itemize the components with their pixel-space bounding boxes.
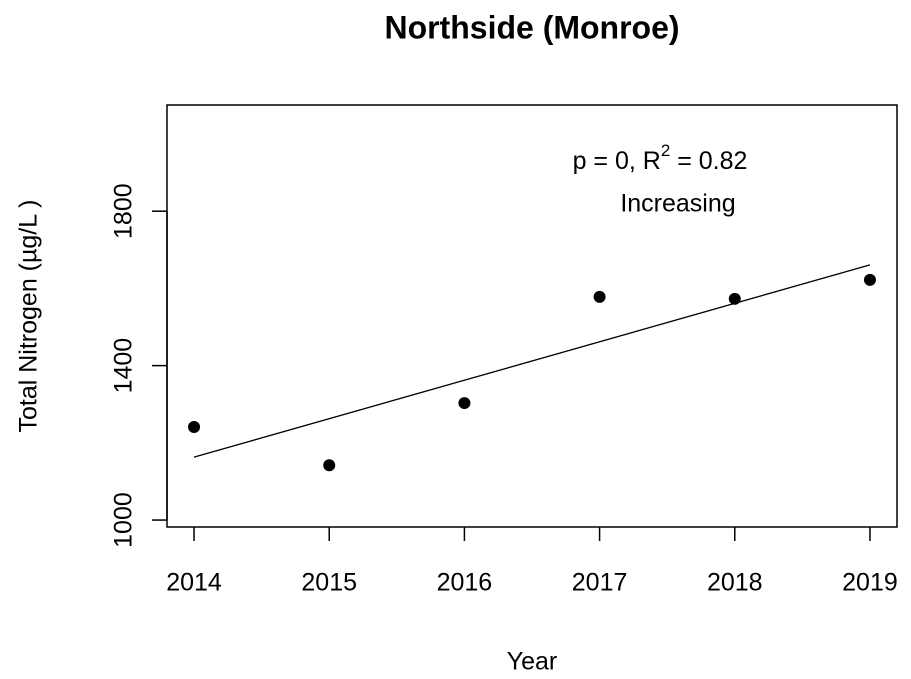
y-axis-label: Total Nitrogen (µg/L ) [15, 199, 43, 432]
plot-frame [166, 104, 898, 528]
x-tick-label: 2018 [707, 569, 763, 597]
y-tick-label: 1000 [110, 492, 138, 548]
y-tick-label: 1400 [110, 338, 138, 394]
annotation-text: p = 0, R [573, 147, 661, 175]
x-tick-label: 2014 [166, 569, 222, 597]
annotation-text: = 0.82 [670, 147, 747, 175]
point [188, 421, 201, 434]
point [458, 397, 471, 410]
x-tick-label: 2015 [301, 569, 357, 597]
x-tick-label: 2017 [572, 569, 628, 597]
x-tick-label: 2016 [437, 569, 493, 597]
y-tick-label: 1800 [110, 183, 138, 239]
point [323, 459, 336, 472]
point [593, 290, 606, 303]
annotation-superscript: 2 [661, 141, 670, 160]
annotation: p = 0, R2 = 0.82 [573, 141, 748, 174]
x-axis-label: Year [507, 648, 558, 676]
point [728, 292, 741, 305]
trend-label: Increasing [620, 190, 735, 218]
chart-title: Northside (Monroe) [384, 9, 679, 45]
point [863, 273, 876, 286]
x-tick-label: 2019 [842, 569, 898, 597]
trend-line [193, 264, 871, 458]
